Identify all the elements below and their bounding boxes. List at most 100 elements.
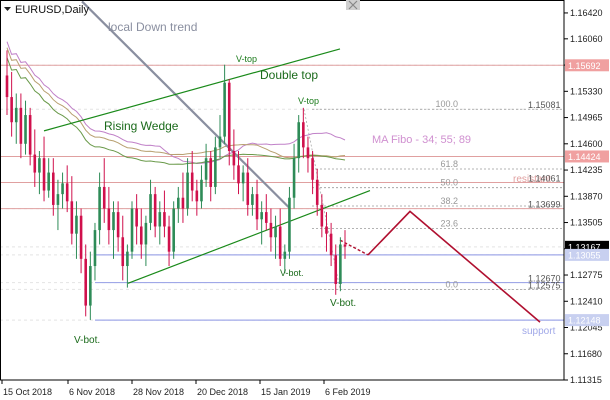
candle-body	[320, 204, 324, 227]
candle-body	[204, 158, 208, 180]
y-axis: 1.164201.160601.156951.153301.149651.146…	[528, 8, 609, 385]
candle-body	[158, 212, 162, 227]
price-label-box	[565, 248, 609, 261]
candle-body	[292, 158, 296, 198]
chart-title: EURUSD,Daily	[15, 4, 89, 16]
candle-body	[306, 147, 310, 159]
candle-body	[264, 212, 268, 223]
candle-body	[274, 226, 277, 238]
candle-body	[38, 158, 41, 173]
candle-body	[52, 172, 55, 205]
candle-body	[116, 212, 120, 238]
candle-body	[135, 208, 138, 227]
candle-body	[56, 194, 60, 205]
level-price-text: 1.15081	[528, 100, 561, 110]
x-tick-label: 15 Oct 2018	[3, 387, 52, 397]
y-tick-label: 1.12410	[570, 296, 603, 306]
candle-body	[278, 226, 282, 259]
plot-border	[0, 0, 565, 381]
candle-body	[177, 197, 180, 209]
fibo-level-label: 38.2	[440, 196, 458, 206]
candle-body	[61, 183, 64, 195]
price-label-text: 1.12148	[568, 316, 601, 326]
candle-body	[144, 222, 148, 245]
y-tick-label: 1.14965	[570, 113, 603, 123]
wedge-lower-line	[127, 189, 371, 284]
annotation-support: support	[522, 326, 556, 337]
candle-body	[130, 208, 134, 252]
annotation-resistant: resistant	[513, 174, 551, 185]
fibo-trend-line	[303, 109, 341, 290]
candle-body	[237, 165, 240, 184]
candle-body	[218, 136, 222, 148]
candle-body	[269, 222, 273, 238]
x-tick-label: 6 Nov 2018	[69, 387, 115, 397]
y-tick-label: 1.12045	[570, 323, 603, 333]
candle-body	[181, 197, 185, 209]
candle-body	[255, 194, 259, 220]
trendlines	[43, 0, 541, 323]
y-tick-label: 1.13505	[570, 218, 603, 228]
candle-body	[28, 115, 32, 155]
dropdown-triangle-icon[interactable]	[4, 7, 11, 11]
candle-body	[200, 179, 203, 202]
annotation-double-top: Double top	[260, 68, 318, 82]
moving-average-line	[6, 41, 346, 165]
candle-body	[24, 115, 27, 144]
candle-body	[283, 251, 287, 259]
forecast-path	[367, 210, 541, 323]
annotation-v-top: V-top	[236, 54, 257, 64]
fibo-level-label: 0.0	[445, 279, 458, 289]
candle-body	[93, 230, 97, 267]
candle-body	[315, 179, 319, 205]
level-price-text: 1.13699	[528, 200, 561, 210]
moving-average-line	[6, 47, 346, 159]
candle-body	[33, 154, 37, 173]
window-close-icon[interactable]	[346, 0, 360, 10]
annotation-v-bot: V-bot.	[280, 268, 304, 278]
x-tick-label: 15 Jan 2019	[261, 387, 311, 397]
moving-averages	[6, 41, 346, 165]
plot-frame	[0, 0, 565, 381]
candle-body	[65, 183, 69, 202]
candle-body	[14, 107, 18, 123]
downtrend-line	[81, 0, 291, 210]
candle-body	[5, 75, 9, 98]
candle-body	[42, 158, 46, 191]
candle-body	[232, 150, 236, 166]
candle-body	[172, 208, 175, 252]
candle-body	[195, 190, 199, 202]
candle-body	[112, 212, 115, 231]
price-label-text: 1.13055	[568, 250, 601, 260]
candle-body	[126, 251, 129, 267]
y-tick-label: 1.15330	[570, 86, 603, 96]
candle-body	[149, 194, 152, 223]
candle-body	[223, 82, 226, 137]
candle-body	[163, 212, 166, 227]
price-label-text: 1.15692	[568, 61, 601, 71]
y-tick-label: 1.16060	[570, 34, 603, 44]
level-price-text: 1.12575	[528, 280, 561, 290]
candle-body	[339, 244, 342, 285]
candle-body	[251, 194, 254, 205]
y-tick-label: 1.13870	[570, 191, 603, 201]
annotation-rising-wedge: Rising Wedge	[104, 119, 179, 133]
candles	[5, 50, 347, 320]
candle-body	[288, 197, 291, 252]
candle-body	[70, 201, 74, 234]
y-tick-label: 1.14600	[570, 139, 603, 149]
y-tick-label: 1.12775	[570, 270, 603, 280]
candle-body	[241, 172, 245, 184]
y-tick-label: 1.11680	[570, 349, 602, 359]
fibo-level-label: 50.0	[440, 178, 458, 188]
candle-body	[186, 172, 189, 209]
candle-body	[190, 172, 194, 191]
candle-body	[107, 208, 111, 231]
annotation-ma-fibo: MA Fibo - 34; 55; 89	[372, 134, 471, 146]
y-tick-label: 1.16420	[570, 8, 603, 18]
candle-body	[139, 226, 143, 245]
candle-body	[75, 215, 78, 234]
price-label-box	[565, 59, 609, 72]
candle-body	[246, 172, 250, 205]
